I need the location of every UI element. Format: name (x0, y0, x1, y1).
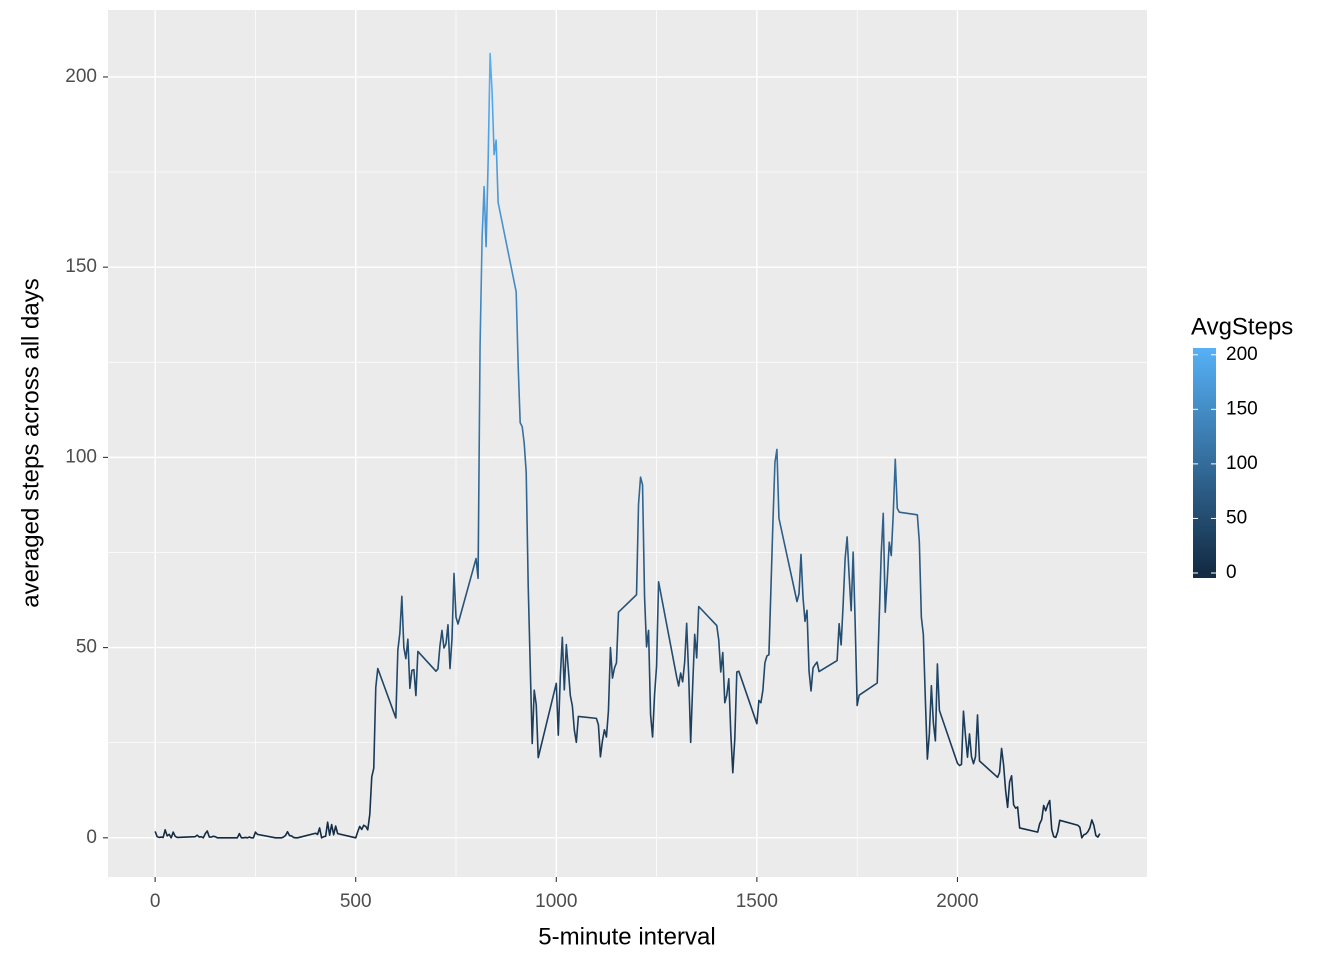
colorbar-label: 50 (1226, 507, 1247, 528)
y-tick-label: 50 (76, 637, 97, 658)
panel-background (108, 10, 1147, 877)
data-line (154, 52, 1101, 839)
legend: 0 50 100 150 200 (1193, 344, 1258, 583)
grid (108, 10, 1147, 877)
y-tick-label: 200 (65, 66, 97, 87)
colorbar-label: 150 (1226, 398, 1258, 419)
x-axis-title: 5-minute interval (538, 923, 715, 950)
legend-title: AvgSteps (1191, 313, 1293, 340)
x-tick-label: 1000 (535, 891, 577, 912)
y-tick-label: 100 (65, 446, 97, 467)
colorbar-label: 0 (1226, 562, 1237, 583)
x-tick-label: 1500 (736, 891, 778, 912)
x-tick-label: 0 (150, 891, 161, 912)
colorbar-label: 200 (1226, 344, 1258, 365)
x-tick-label: 2000 (936, 891, 978, 912)
colorbar (1193, 348, 1216, 578)
plot (154, 52, 1101, 839)
x-tick-label: 500 (340, 891, 372, 912)
y-tick-label: 150 (65, 256, 97, 277)
y-tick-label: 0 (86, 827, 97, 848)
colorbar-label: 100 (1226, 453, 1258, 474)
y-axis-title: averaged steps across all days (17, 278, 44, 608)
